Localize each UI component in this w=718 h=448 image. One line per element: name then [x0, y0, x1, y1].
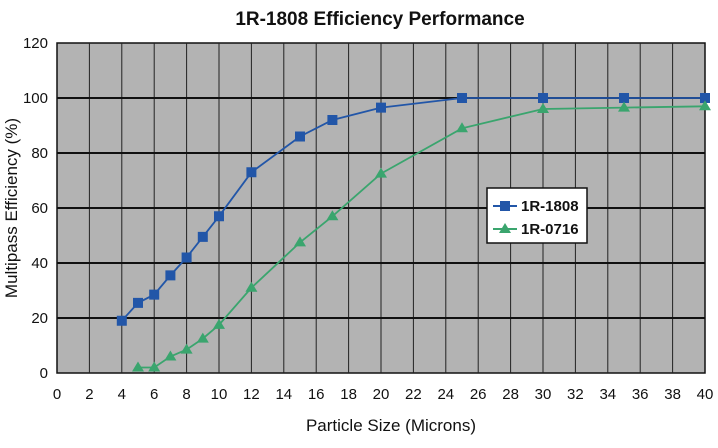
data-point-1r-1808: [133, 297, 143, 308]
x-tick-label: 16: [308, 386, 325, 403]
data-point-1r-1808: [214, 211, 224, 222]
x-tick-label: 22: [405, 386, 422, 403]
data-point-1r-1808: [165, 270, 176, 281]
data-point-1r-1808: [295, 131, 305, 142]
x-tick-label: 18: [340, 386, 357, 403]
y-axis-label: Multipass Efficiency (%): [2, 118, 21, 298]
data-point-1r-0716: [326, 210, 339, 221]
y-tick-label: 60: [31, 200, 48, 217]
x-tick-label: 4: [118, 386, 126, 403]
x-tick-label: 30: [535, 386, 552, 403]
data-point-1r-1808: [197, 231, 208, 242]
data-point-1r-1808: [149, 289, 160, 300]
x-tick-label: 0: [53, 386, 61, 403]
x-tick-label: 2: [85, 386, 93, 403]
data-point-1r-1808: [457, 93, 467, 103]
y-tick-label: 0: [40, 365, 48, 382]
x-tick-label: 40: [697, 386, 714, 403]
data-point-1r-0716: [213, 318, 225, 329]
x-tick-label: 14: [275, 386, 292, 403]
data-point-1r-0716: [618, 101, 630, 112]
data-point-1r-1808: [619, 93, 629, 103]
data-point-1r-0716: [456, 122, 468, 133]
grid: [57, 43, 705, 373]
data-point-1r-0716: [537, 103, 549, 113]
x-tick-label: 32: [567, 386, 584, 403]
data-point-1r-0716: [196, 332, 209, 343]
data-point-1r-0716: [148, 361, 161, 372]
data-point-1r-0716: [245, 281, 258, 292]
y-tick-label: 20: [31, 310, 48, 327]
x-tick-label: 38: [664, 386, 681, 403]
data-point-1r-1808: [181, 252, 192, 263]
x-tick-label: 28: [502, 386, 519, 403]
data-point-1r-1808: [538, 93, 548, 103]
legend-label-1r-0716: 1R-0716: [521, 221, 579, 238]
legend-label-1r-1808: 1R-1808: [521, 198, 579, 215]
legend-box: [486, 187, 588, 244]
y-tick-label: 40: [31, 255, 48, 272]
data-point-1r-0716: [132, 361, 144, 372]
x-tick-label: 24: [437, 386, 454, 403]
x-tick-label: 20: [373, 386, 390, 403]
series: [116, 93, 711, 372]
data-point-1r-0716: [375, 167, 387, 178]
legend: 1R-1808 1R-0716: [486, 187, 588, 244]
tick-labels: 0 2 4 6 8 10 12 14 16 18 20 22 24 26 28 30 32 34 36 38 40020…: [23, 35, 713, 403]
legend-marker-1r-0716: [499, 223, 511, 233]
y-tick-label: 80: [31, 145, 48, 162]
legend-marker-1r-1808: [500, 201, 510, 211]
data-point-1r-0716: [164, 350, 177, 361]
x-tick-label: 8: [182, 386, 190, 403]
data-point-1r-1808: [376, 102, 386, 113]
data-point-1r-0716: [180, 343, 193, 354]
data-point-1r-0716: [699, 100, 711, 111]
x-tick-label: 34: [599, 386, 616, 403]
y-tick-label: 120: [23, 35, 48, 52]
chart-title: 1R-1808 Efficiency Performance: [235, 9, 524, 30]
data-point-1r-1808: [700, 93, 710, 103]
y-tick-label: 100: [23, 90, 48, 107]
data-point-1r-1808: [246, 167, 257, 178]
x-tick-label: 36: [632, 386, 649, 403]
x-tick-label: 6: [150, 386, 158, 403]
data-point-1r-0716: [294, 236, 306, 247]
x-tick-label: 12: [243, 386, 260, 403]
data-point-1r-1808: [327, 115, 338, 125]
data-point-1r-1808: [116, 315, 127, 326]
x-tick-label: 26: [470, 386, 487, 403]
x-tick-label: 10: [211, 386, 228, 403]
x-axis-label: Particle Size (Microns): [306, 416, 476, 435]
